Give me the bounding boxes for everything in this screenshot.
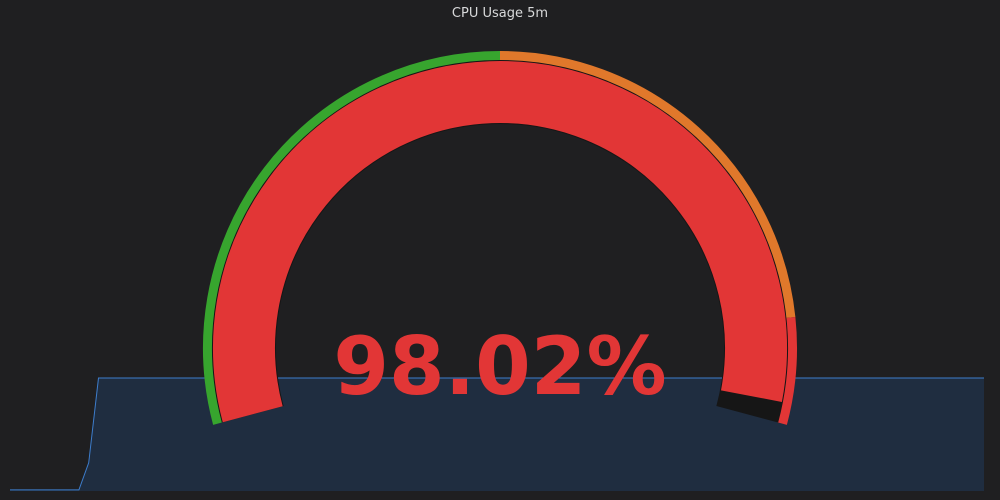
threshold-band-3 [777, 316, 797, 425]
gauge-arc [212, 60, 788, 423]
threshold-band-2 [499, 51, 796, 319]
sparkline-line [10, 377, 984, 491]
gauge-value-arc [213, 61, 787, 423]
threshold-band-1 [203, 51, 501, 425]
threshold-ring [203, 51, 797, 425]
panel-title[interactable]: CPU Usage 5m [451, 6, 549, 21]
gauge-value: 98.02% [333, 320, 667, 413]
